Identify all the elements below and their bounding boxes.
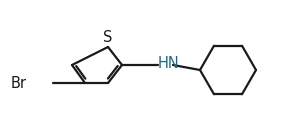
Text: S: S bbox=[103, 30, 113, 45]
Text: HN: HN bbox=[158, 56, 180, 72]
Text: Br: Br bbox=[11, 76, 27, 90]
